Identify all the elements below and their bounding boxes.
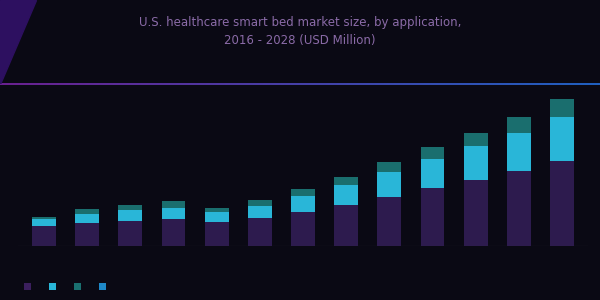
Bar bbox=[421, 147, 445, 159]
Bar bbox=[75, 214, 99, 223]
Bar bbox=[550, 99, 574, 117]
Bar bbox=[248, 200, 272, 206]
Bar bbox=[421, 159, 445, 188]
Bar bbox=[464, 180, 488, 246]
Bar bbox=[205, 222, 229, 246]
Bar bbox=[32, 219, 56, 226]
Legend: , , , : , , , bbox=[22, 280, 110, 293]
Bar bbox=[507, 117, 531, 133]
Bar bbox=[118, 205, 142, 210]
Bar bbox=[334, 205, 358, 246]
Bar bbox=[334, 177, 358, 185]
Text: U.S. healthcare smart bed market size, by application,
2016 - 2028 (USD Million): U.S. healthcare smart bed market size, b… bbox=[139, 16, 461, 47]
Bar bbox=[161, 208, 185, 219]
Bar bbox=[507, 133, 531, 171]
Bar bbox=[377, 162, 401, 172]
Bar bbox=[118, 221, 142, 246]
Bar bbox=[205, 212, 229, 222]
Bar bbox=[161, 219, 185, 246]
Bar bbox=[118, 210, 142, 221]
Bar bbox=[205, 208, 229, 212]
Bar bbox=[421, 188, 445, 246]
Bar bbox=[464, 146, 488, 180]
Bar bbox=[291, 189, 315, 196]
Bar bbox=[550, 117, 574, 161]
Bar bbox=[248, 218, 272, 246]
Bar bbox=[377, 172, 401, 197]
Bar bbox=[291, 212, 315, 246]
Bar bbox=[464, 133, 488, 146]
Polygon shape bbox=[0, 0, 36, 84]
Bar bbox=[507, 171, 531, 246]
Bar bbox=[248, 206, 272, 218]
Bar bbox=[75, 223, 99, 246]
Bar bbox=[377, 197, 401, 246]
Bar bbox=[161, 201, 185, 208]
Bar bbox=[291, 196, 315, 212]
Bar bbox=[550, 161, 574, 246]
Bar bbox=[75, 209, 99, 214]
Bar bbox=[334, 185, 358, 205]
Bar bbox=[32, 226, 56, 246]
Bar bbox=[32, 217, 56, 219]
